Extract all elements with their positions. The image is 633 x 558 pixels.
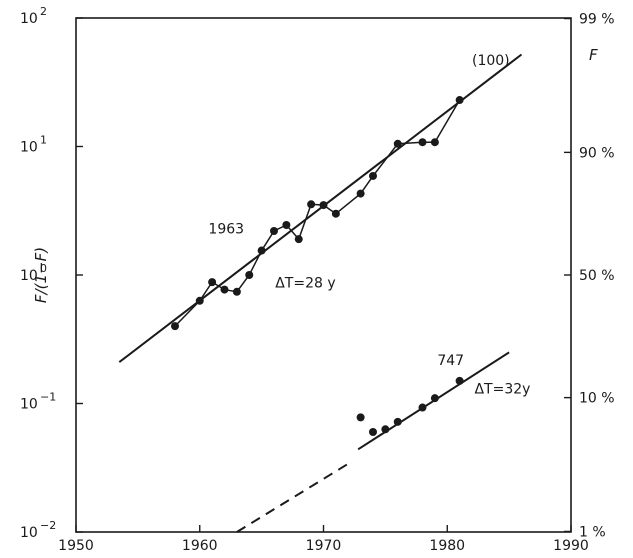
data-point [356, 413, 365, 422]
delta-t-1963: ΔT=28 y [275, 275, 335, 291]
data-point [455, 376, 464, 385]
data-point [331, 209, 340, 218]
data-point [430, 394, 439, 403]
y-tick-base: 10 [20, 525, 38, 541]
y-tick-label: 10 −2 [20, 519, 56, 541]
y-tick-exponent: −2 [40, 519, 56, 532]
y-tick-label: 10 −1 [20, 391, 56, 413]
y-tick-base: 10 [20, 11, 38, 27]
y-tick-exponent: 0 [40, 262, 47, 275]
right-tick-label: 99 % [579, 12, 615, 28]
plot-marks [118, 53, 523, 533]
data-point [257, 246, 266, 255]
x-tick-label: 1970 [306, 538, 342, 554]
data-point [282, 220, 291, 229]
data-point [455, 96, 464, 105]
data-point [195, 296, 204, 305]
fit-line [118, 53, 523, 363]
data-point [418, 138, 427, 147]
y-tick-base: 10 [20, 397, 38, 413]
data-point [171, 322, 179, 331]
fit-label-100: (100) [472, 53, 510, 69]
data-point [430, 138, 439, 147]
data-point [393, 139, 402, 148]
data-point [208, 278, 217, 287]
y-tick-exponent: −1 [40, 391, 56, 404]
data-point [369, 428, 377, 437]
data-point [245, 271, 254, 279]
y-tick-label: 10 0 [20, 262, 47, 284]
data-point [270, 226, 278, 235]
y-tick-exponent: 2 [40, 5, 47, 18]
plot-axes [75, 17, 572, 533]
y-tick-base: 10 [20, 140, 38, 156]
right-tick-label: 50 % [579, 268, 615, 284]
data-point [294, 235, 303, 244]
x-tick-label: 1960 [182, 538, 218, 554]
data-point [307, 200, 316, 209]
y-tick-exponent: 1 [40, 134, 47, 147]
data-point [319, 201, 328, 210]
delta-t-747: ΔT=32y [474, 381, 530, 397]
data-point [232, 287, 241, 296]
y-axis-label: F/(1−F) [32, 247, 50, 303]
right-tick-label: 10 % [579, 391, 615, 407]
data-point [418, 403, 427, 412]
right-tick-label: 1 % [579, 524, 606, 540]
data-point [220, 285, 229, 294]
data-point [381, 425, 390, 434]
x-tick-label: 1950 [58, 538, 94, 554]
data-point [369, 171, 377, 180]
x-tick-label: 1990 [553, 538, 589, 554]
data-point [356, 189, 365, 198]
right-tick-label: 90 % [579, 145, 615, 161]
y-tick-base: 10 [20, 268, 38, 284]
series-label-747: 747 [437, 353, 464, 369]
y-tick-label: 10 2 [20, 5, 47, 27]
series-label-1963: 1963 [208, 222, 244, 238]
right-axis-label: F [589, 46, 598, 64]
x-tick-label: 1980 [429, 538, 465, 554]
y-tick-label: 10 1 [20, 134, 47, 156]
data-point [393, 417, 402, 426]
fit-line-extrapolation [236, 462, 349, 533]
